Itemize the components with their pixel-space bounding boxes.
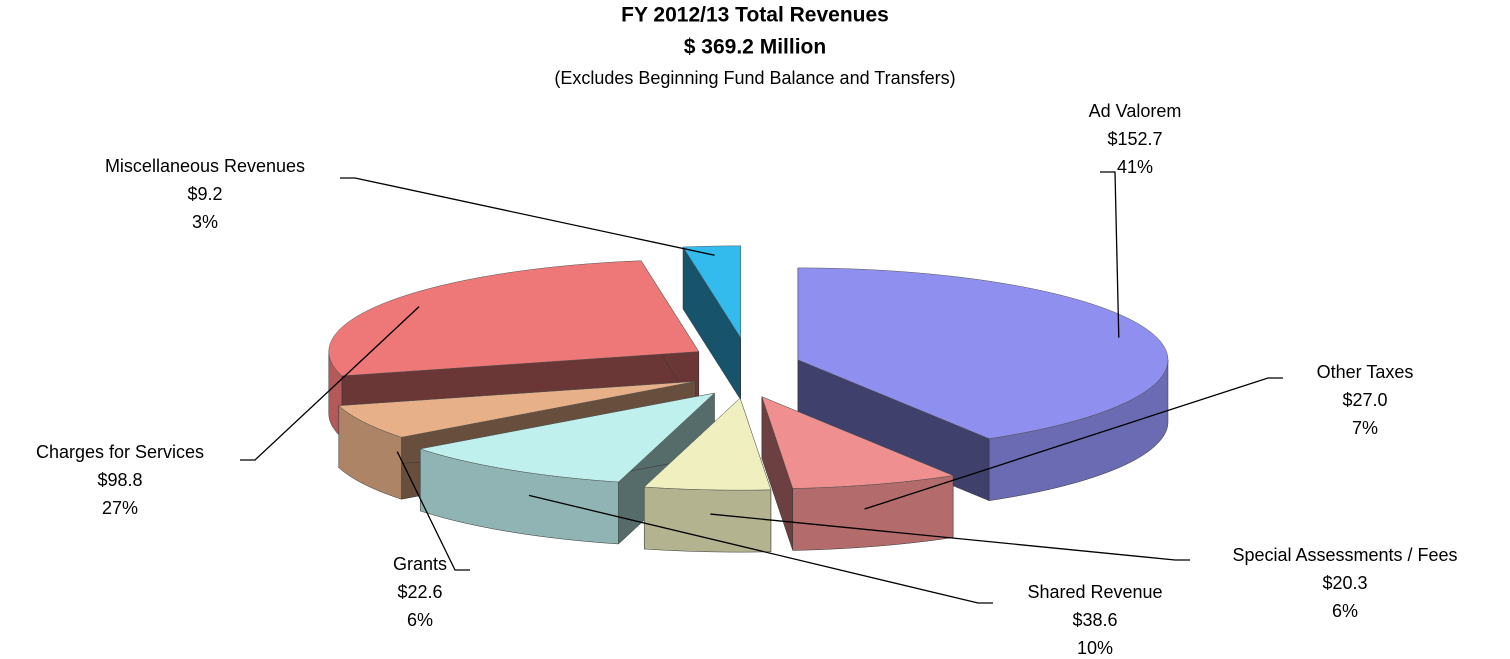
slice [797, 267, 1169, 502]
labels: Ad Valorem $152.7 41% Other Taxes $27.0 7% Spe… [36, 101, 1458, 658]
leader-line [396, 451, 470, 571]
category-label: Special Assessments / Fees [1232, 545, 1457, 565]
slice [761, 396, 955, 551]
slice-top [761, 396, 955, 489]
leader-line [864, 377, 1283, 510]
category-label: Ad Valorem [1089, 101, 1182, 121]
category-label: Shared Revenue [1027, 582, 1162, 602]
percent-label: 7% [1352, 418, 1378, 438]
chart-title: FY 2012/13 Total Revenues [621, 4, 889, 27]
value-label: $22.6 [397, 582, 442, 602]
leader-line [710, 513, 1190, 561]
slice-top [682, 245, 741, 339]
percent-label: 6% [407, 610, 433, 630]
value-label: $38.6 [1072, 610, 1117, 630]
leader-line [240, 306, 420, 461]
percent-label: 3% [192, 212, 218, 232]
slice-top [643, 397, 772, 491]
slice-top [797, 267, 1169, 439]
value-label: $9.2 [187, 184, 222, 204]
slice [643, 397, 772, 553]
slice [419, 392, 716, 545]
slice-top [420, 392, 716, 483]
category-label: Miscellaneous Revenues [105, 156, 305, 176]
slice [682, 245, 741, 401]
percent-label: 6% [1332, 601, 1358, 621]
leader-line [528, 494, 993, 604]
percent-label: 27% [102, 498, 138, 518]
value-label: $27.0 [1342, 390, 1387, 410]
value-label: $98.8 [97, 470, 142, 490]
leader-line [1100, 171, 1120, 338]
category-label: Other Taxes [1317, 362, 1414, 382]
value-label: $152.7 [1107, 129, 1162, 149]
pie [328, 245, 1169, 553]
slice-wall [643, 486, 772, 553]
value-label: $20.3 [1322, 573, 1367, 593]
category-label: Grants [393, 554, 447, 574]
chart-note: (Excludes Beginning Fund Balance and Tra… [554, 68, 955, 88]
percent-label: 41% [1117, 157, 1153, 177]
leader-line [340, 177, 715, 256]
slice-top [328, 260, 700, 377]
percent-label: 10% [1077, 638, 1113, 658]
category-label: Charges for Services [36, 442, 204, 462]
slice-top [338, 381, 696, 438]
chart-subtitle: $ 369.2 Million [684, 36, 826, 59]
